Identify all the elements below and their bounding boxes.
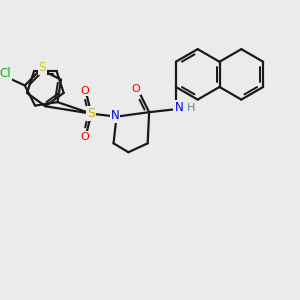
Text: H: H (187, 103, 196, 113)
Text: Cl: Cl (0, 67, 11, 80)
Text: N: N (111, 109, 119, 122)
Text: O: O (80, 132, 89, 142)
Text: O: O (131, 84, 140, 94)
Text: O: O (80, 85, 89, 95)
Text: S: S (87, 107, 95, 120)
Text: S: S (39, 61, 46, 74)
Text: N: N (174, 101, 183, 114)
